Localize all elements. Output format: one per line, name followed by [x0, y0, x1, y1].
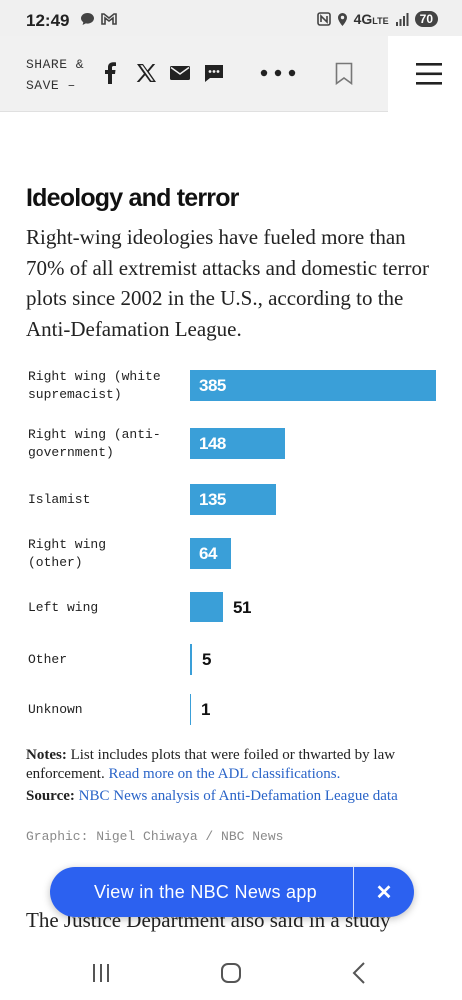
status-bar: 12:49 4GLTE 70	[0, 0, 462, 40]
source-label: Source:	[26, 788, 75, 804]
back-chevron-icon	[352, 962, 365, 984]
bar-value-label: 51	[233, 598, 251, 617]
bar-label: Other	[28, 652, 68, 667]
bar	[190, 538, 231, 569]
bar	[190, 428, 285, 459]
bar-value-label: 135	[199, 490, 226, 509]
bar-value-label: 148	[199, 434, 226, 453]
home-icon	[221, 963, 241, 983]
notification-icons	[80, 12, 117, 26]
status-time: 12:49	[26, 11, 70, 30]
bar-label: Right wing (anti-government)	[28, 427, 161, 460]
chart-source: Source: NBC News analysis of Anti-Defama…	[26, 787, 441, 806]
email-share-button[interactable]	[169, 60, 191, 86]
bar-label: Right wing (other)	[28, 537, 107, 570]
graphic-credit: Graphic: Nigel Chiwaya / NBC News	[26, 829, 284, 844]
bar-label: Islamist	[28, 492, 91, 507]
bar-label: Right wing (white supremacist)	[28, 369, 161, 402]
close-icon: ✕	[375, 881, 393, 904]
network-type: 4GLTE	[353, 11, 389, 27]
bar-value-label: 385	[199, 376, 226, 395]
bar	[190, 484, 276, 515]
menu-button[interactable]	[388, 36, 462, 112]
open-in-app-button[interactable]: View in the NBC News app	[94, 881, 317, 902]
location-icon	[337, 12, 347, 26]
x-share-button[interactable]	[134, 60, 158, 86]
recent-apps-button[interactable]	[86, 960, 116, 986]
adl-classifications-link[interactable]: Read more on the ADL classifications.	[108, 766, 341, 782]
bookmark-icon	[335, 62, 353, 85]
chart-notes: Notes: List includes plots that were foi…	[26, 746, 441, 784]
facebook-share-button[interactable]	[101, 60, 119, 86]
bar-label: Unknown	[28, 702, 83, 717]
bar-value-label: 1	[201, 700, 210, 719]
share-toolbar: SHARE & SAVE –	[0, 36, 462, 112]
chart-description: Right-wing ideologies have fueled more t…	[26, 225, 429, 341]
status-right-icons: 4GLTE 70	[316, 11, 438, 27]
source-link[interactable]: NBC News analysis of Anti-Defamation Lea…	[78, 788, 398, 804]
share-and-save-label: SHARE & SAVE –	[26, 57, 85, 93]
bookmark-button[interactable]	[333, 60, 355, 86]
close-banner-button[interactable]: ✕	[354, 867, 414, 917]
battery-indicator: 70	[414, 11, 438, 27]
more-share-options-button[interactable]	[259, 60, 297, 86]
bar	[190, 370, 436, 401]
sms-share-button[interactable]	[203, 60, 225, 86]
mail-icon	[170, 66, 190, 80]
chat-bubble-icon	[81, 13, 94, 25]
bar-value-label: 64	[199, 544, 217, 563]
bar	[190, 694, 191, 725]
bar-label: Left wing	[28, 600, 99, 615]
signal-icon	[395, 12, 409, 26]
bar-value-label: 5	[202, 650, 211, 669]
bar	[190, 644, 192, 675]
home-button[interactable]	[216, 960, 246, 986]
bar	[190, 592, 223, 622]
recent-apps-icon	[93, 964, 109, 982]
more-dots-icon	[260, 69, 296, 77]
notes-label: Notes:	[26, 747, 67, 763]
open-in-app-banner: View in the NBC News app ✕	[50, 867, 414, 917]
banner-divider	[353, 867, 354, 917]
section-title: Ideology and terror	[26, 184, 239, 212]
nfc-icon	[316, 12, 331, 26]
ideology-bar-chart: Right wing (white supremacist) 385 Right wi…	[0, 360, 462, 740]
notes-text: List includes plots that were foiled or …	[26, 747, 396, 782]
message-icon	[205, 64, 223, 82]
hamburger-menu-icon	[416, 63, 442, 85]
gmail-icon	[101, 13, 117, 25]
system-navigation-bar	[0, 946, 462, 1000]
facebook-icon	[105, 62, 116, 84]
back-button[interactable]	[344, 960, 374, 986]
x-logo-icon	[136, 64, 156, 82]
